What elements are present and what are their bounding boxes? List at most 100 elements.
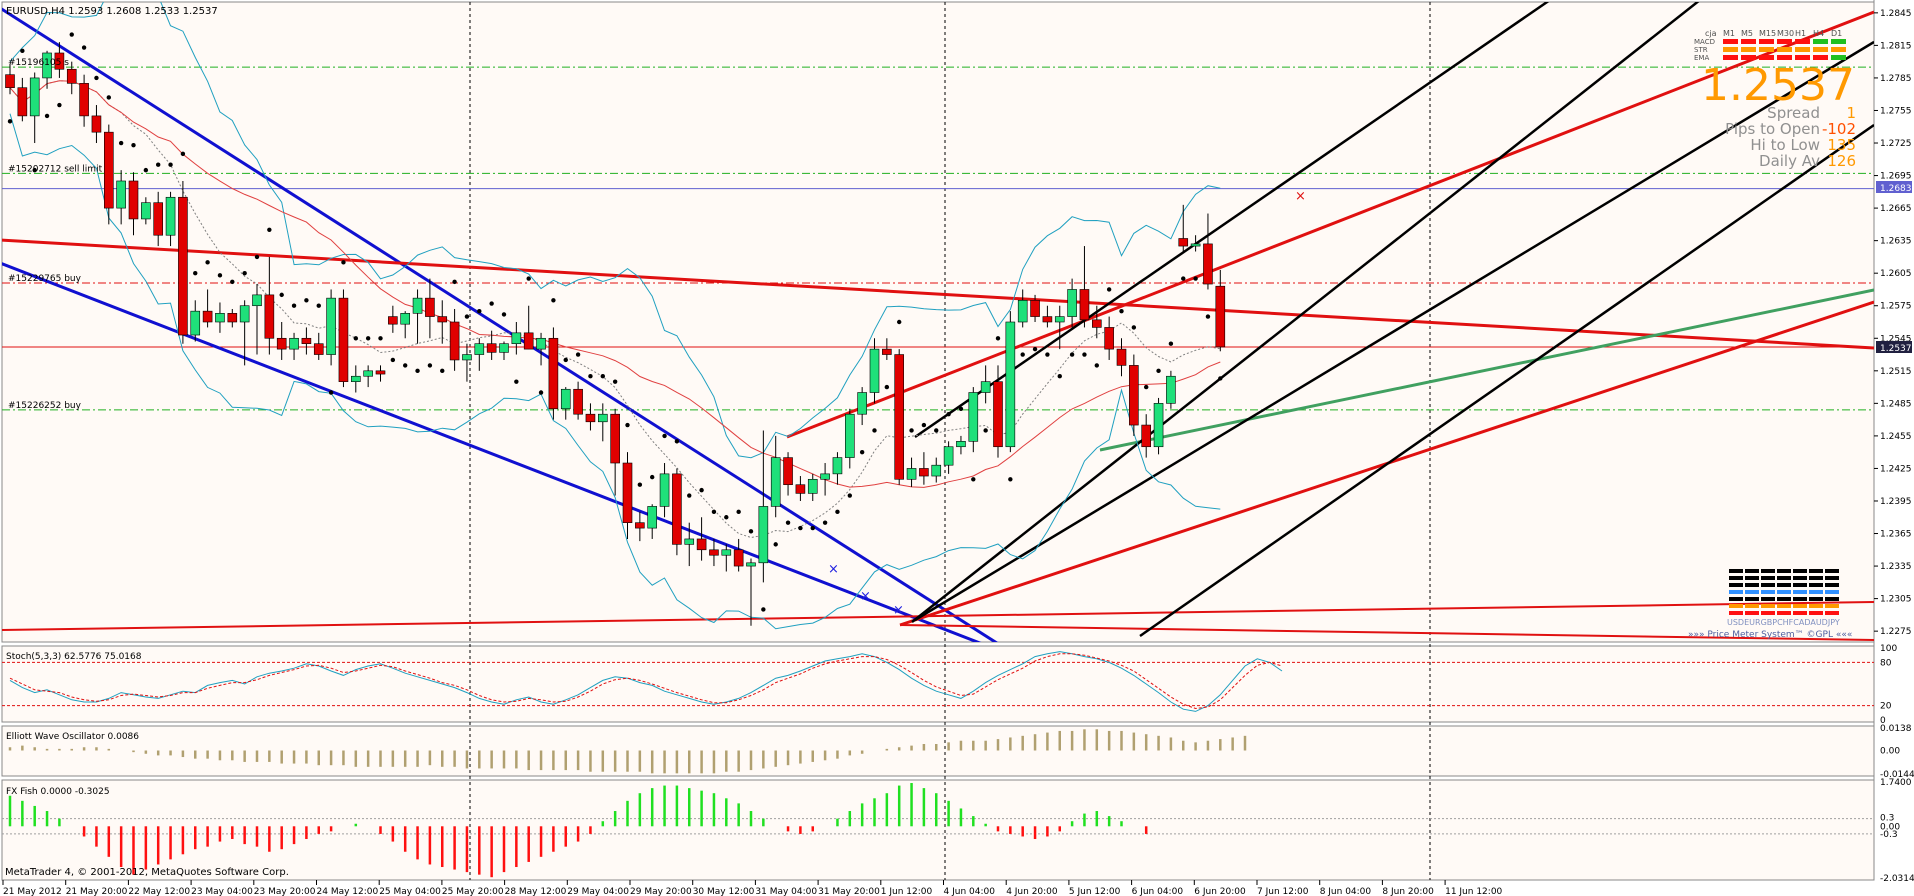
candle-body [400, 313, 411, 325]
time-tick-label: 5 Jun 12:00 [1069, 887, 1121, 896]
meter-cell [1745, 597, 1759, 601]
candle-body [1054, 316, 1065, 323]
psar-dot [1020, 352, 1025, 357]
elliott-wave-bars [8, 729, 1247, 774]
psar-dot [1082, 352, 1087, 357]
time-tick-label: 31 May 20:00 [818, 887, 880, 896]
signal-cell [1831, 55, 1846, 60]
psar-dot [983, 428, 988, 433]
psar-dot [94, 75, 99, 81]
psar-dot [600, 374, 605, 379]
time-tick-label: 7 Jun 12:00 [1257, 887, 1309, 896]
price-tick-label: 1.2605 [1880, 269, 1912, 279]
horizontal-lines [2, 66, 1874, 411]
hline-price-label: 1.2683 [1880, 184, 1912, 194]
price-tick-label: 1.2485 [1880, 399, 1912, 409]
signal-cell [1813, 55, 1828, 60]
psar-dot [995, 336, 1001, 341]
stoch-tick: 80 [1880, 658, 1892, 668]
meter-cell [1793, 604, 1807, 608]
psar-dot [440, 368, 445, 374]
signal-cell [1759, 47, 1774, 52]
candle-body [956, 441, 966, 448]
elliott-label: Elliott Wave Oscillator 0.0086 [6, 732, 139, 742]
psar-dot [958, 406, 964, 411]
psar-dot [1193, 276, 1198, 281]
meter-cell [1793, 597, 1807, 601]
fx-fish-bars [2, 783, 1874, 878]
stoch-tick: 0 [1880, 716, 1886, 726]
candle-body [165, 196, 176, 236]
meter-cell [1825, 576, 1839, 580]
trend-line [914, 40, 1874, 622]
signal-cell [1759, 39, 1774, 44]
signal-cell [1831, 39, 1846, 44]
price-tick-label: 1.2365 [1880, 530, 1912, 540]
meter-cell [1809, 590, 1823, 594]
candle-body [795, 484, 806, 494]
candle-body [882, 348, 892, 355]
candle-body [326, 297, 336, 355]
candle-body [993, 381, 1003, 448]
signal-cell [1777, 39, 1792, 44]
candle-body [215, 313, 225, 323]
cross-marker: × [860, 589, 871, 604]
meter-cell [1793, 583, 1807, 587]
signal-cell [1741, 47, 1756, 52]
psar-dot [143, 167, 149, 173]
price-tick-label: 1.2335 [1880, 562, 1912, 572]
candle-body [1092, 319, 1102, 328]
meter-cell [1761, 583, 1775, 587]
candle-body [375, 370, 386, 375]
signal-cell [1741, 39, 1756, 44]
candle-body [647, 506, 658, 529]
psar-dot [872, 428, 877, 433]
candle-body [511, 332, 522, 344]
trend-line [1099, 288, 1874, 452]
psar-dot [365, 336, 371, 341]
candle-body [350, 375, 361, 382]
psar-dot [291, 303, 297, 308]
fx-fish-panel[interactable] [1, 779, 1875, 881]
psar-dot [859, 449, 865, 455]
candle-body [770, 457, 781, 507]
time-tick-label: 31 May 04:00 [755, 887, 817, 896]
candle-body [1153, 403, 1164, 448]
psar-dot [612, 379, 618, 384]
ewo-tick: 0.00 [1880, 747, 1900, 757]
candle-body [128, 180, 139, 220]
period-separators [469, 2, 1431, 880]
price-tick-label: 1.2785 [1880, 74, 1912, 84]
candle-body [980, 381, 991, 393]
bollinger-bands [9, 2, 1221, 630]
candle-body [153, 202, 163, 236]
order-label: #15226252 buy [8, 401, 82, 411]
psar-dot [909, 428, 914, 433]
meter-cell [1761, 590, 1775, 594]
candle-body [412, 297, 423, 314]
elliott-wave-panel[interactable] [1, 725, 1875, 777]
price-tick-label: 1.2425 [1880, 464, 1912, 474]
timeframe-label: H1 [1795, 29, 1806, 38]
psar-dot [588, 374, 593, 379]
candle-body [906, 468, 917, 480]
psar-dot [403, 363, 408, 368]
signal-grid [1723, 39, 1846, 60]
trend-line [911, 2, 1700, 623]
time-tick-label: 21 May 20:00 [66, 887, 128, 896]
meter-cell [1729, 576, 1743, 580]
price-tick-label: 1.2725 [1880, 139, 1912, 149]
psar-dot [946, 412, 951, 417]
meter-cell [1825, 590, 1839, 594]
price-tick-label: 1.2695 [1880, 172, 1912, 182]
candle-body [721, 549, 732, 556]
candle-body [894, 354, 905, 480]
time-tick-label: 25 May 04:00 [379, 887, 441, 896]
time-tick-label: 1 Jun 12:00 [881, 887, 933, 896]
candle-body [425, 297, 435, 317]
stochastic-panel[interactable] [1, 645, 1875, 723]
psar-dot [934, 428, 939, 433]
candle-body [1215, 285, 1226, 348]
meter-cell [1729, 569, 1743, 573]
